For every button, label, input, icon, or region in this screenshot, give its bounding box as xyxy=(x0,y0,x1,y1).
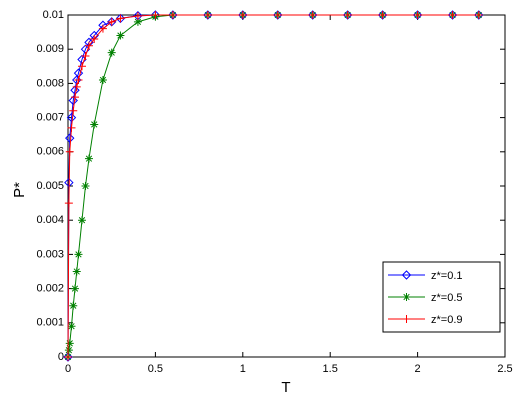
data-point xyxy=(64,353,72,361)
data-point xyxy=(203,11,212,19)
data-point xyxy=(151,11,160,19)
data-point xyxy=(343,11,352,19)
data-point xyxy=(413,11,422,19)
data-point xyxy=(65,339,74,348)
x-tick-label: 2 xyxy=(415,363,421,375)
y-tick-label: 0.01 xyxy=(43,9,64,21)
data-point xyxy=(72,82,81,91)
data-point xyxy=(84,41,93,50)
data-point xyxy=(474,11,483,19)
data-point xyxy=(168,11,177,19)
data-point xyxy=(69,106,78,115)
legend-marker xyxy=(401,270,412,280)
legend-marker xyxy=(402,293,411,301)
data-point xyxy=(107,17,116,26)
data-point xyxy=(70,93,79,102)
legend-label: z*=0.5 xyxy=(431,292,463,304)
y-tick-label: 0.002 xyxy=(36,283,64,295)
data-point xyxy=(64,346,73,355)
legend-marker xyxy=(402,315,411,323)
data-point xyxy=(77,62,86,71)
data-point xyxy=(107,48,116,57)
data-point xyxy=(67,322,76,331)
x-tick-label: 0.5 xyxy=(148,363,163,375)
data-point xyxy=(68,95,78,106)
y-tick-label: 0.007 xyxy=(36,112,64,124)
data-point xyxy=(378,11,387,19)
data-point xyxy=(65,133,75,143)
data-point xyxy=(77,216,86,225)
data-point xyxy=(72,267,81,276)
data-point xyxy=(74,75,83,84)
y-tick-label: 0.005 xyxy=(36,180,64,192)
data-point xyxy=(67,123,76,132)
data-point xyxy=(133,12,142,21)
x-tick-label: 2.5 xyxy=(497,363,512,375)
data-point xyxy=(90,120,99,129)
data-point xyxy=(81,182,90,190)
y-tick-label: 0 xyxy=(58,351,64,363)
data-point xyxy=(116,31,125,40)
data-point xyxy=(308,11,317,19)
data-point xyxy=(84,154,93,163)
data-point xyxy=(448,11,457,19)
y-tick-label: 0.001 xyxy=(36,317,64,329)
y-tick-label: 0.003 xyxy=(36,248,64,260)
x-axis-label: T xyxy=(281,379,290,396)
data-point xyxy=(90,34,99,43)
y-tick-label: 0.008 xyxy=(36,77,64,89)
legend: z*=0.1 z*=0.5 z*=0.9 xyxy=(382,261,501,333)
y-tick-label: 0.006 xyxy=(36,146,64,158)
data-point xyxy=(273,11,282,19)
legend-label: z*=0.1 xyxy=(431,270,463,282)
data-point xyxy=(66,112,77,123)
data-point xyxy=(65,147,74,156)
data-point xyxy=(133,17,142,26)
data-point xyxy=(81,52,90,61)
data-point xyxy=(64,199,73,208)
data-point xyxy=(238,11,247,19)
data-point xyxy=(98,24,107,33)
y-axis-label: P* xyxy=(11,182,28,198)
data-point xyxy=(70,284,79,293)
y-tick-label: 0.009 xyxy=(36,43,64,55)
data-point xyxy=(74,250,83,259)
y-tick-label: 0.004 xyxy=(36,214,64,226)
data-point xyxy=(116,14,125,23)
x-tick-label: 0 xyxy=(65,363,71,375)
data-point xyxy=(98,75,107,84)
legend-label: z*=0.9 xyxy=(431,314,463,326)
data-point xyxy=(69,301,78,310)
x-tick-label: 1.5 xyxy=(323,363,338,375)
x-tick-label: 1 xyxy=(240,363,246,375)
